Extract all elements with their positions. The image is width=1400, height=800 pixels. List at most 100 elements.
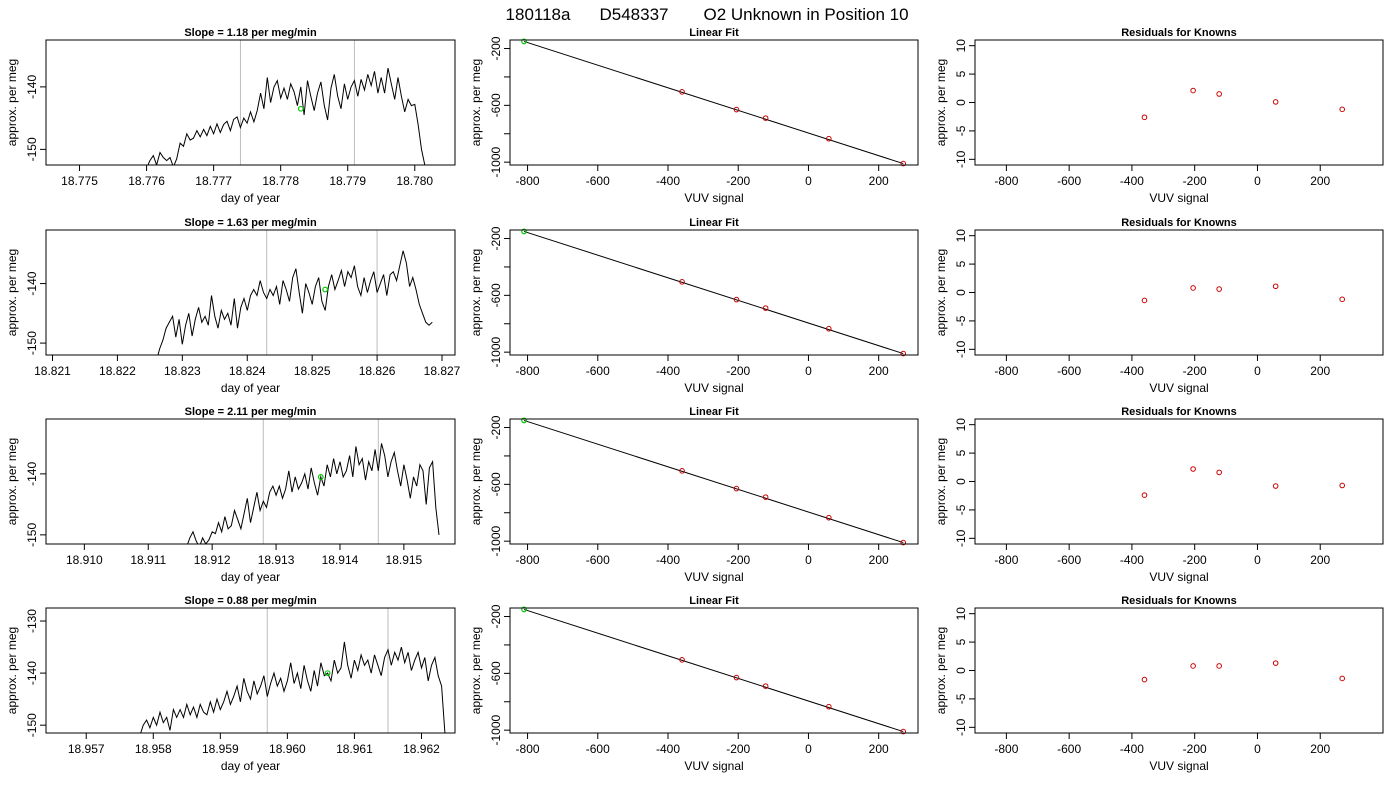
linear-fit-y-axis-label: approx. per meg <box>469 249 483 336</box>
residuals-y-tick-label: 0 <box>954 289 968 296</box>
residual-point <box>1339 106 1345 113</box>
residuals-x-tick-label: -600 <box>1057 742 1081 756</box>
known-point <box>762 683 769 689</box>
time-series-x-axis-label: day of year <box>221 191 280 205</box>
time-series-x-tick-label: 18.822 <box>99 364 136 378</box>
time-series-y-tick-label: -150 <box>25 523 39 547</box>
time-series-y-axis-label: approx. per meg <box>5 249 19 336</box>
residual-point <box>1272 660 1279 666</box>
residuals-x-axis-label: VUV signal <box>1149 570 1208 584</box>
time-series-y-tick-label: -150 <box>25 137 39 161</box>
residuals-y-axis-label: approx. per meg <box>934 438 948 525</box>
residuals-x-tick-label: -200 <box>1183 364 1207 378</box>
linear-fit-x-tick-label: -600 <box>586 174 610 188</box>
residuals-x-tick-label: -800 <box>994 553 1018 567</box>
known-point <box>900 160 907 167</box>
residuals-x-tick-label: -400 <box>1120 742 1144 756</box>
time-series-y-axis-label: approx. per meg <box>5 438 19 525</box>
unknown-point <box>521 38 527 45</box>
residuals-y-tick-label: -5 <box>954 125 968 136</box>
residuals-y-tick-label: 5 <box>954 70 968 77</box>
residuals-x-tick-label: 200 <box>1310 742 1330 756</box>
residuals-y-axis-label: approx. per meg <box>934 59 948 146</box>
linear-fit-y-tick-label: -200 <box>489 415 503 439</box>
residuals-x-tick-label: -800 <box>994 174 1018 188</box>
residuals-y-tick-label: 0 <box>954 478 968 485</box>
linear-fit-y-tick-label: -1000 <box>489 146 503 177</box>
time-series-chart: Slope = 0.88 per meg/min 18.957 18.958 18.9… <box>5 595 456 773</box>
time-series-x-tick-label: 18.961 <box>336 742 373 756</box>
time-series-plot-frame <box>45 39 456 166</box>
time-series-x-tick-label: 18.960 <box>269 742 306 756</box>
figure-title: 180118a D548337 O2 Unknown in Position 1… <box>506 5 909 24</box>
residuals-x-tick-label: 200 <box>1310 553 1330 567</box>
known-point <box>900 728 907 735</box>
residual-point <box>1272 99 1279 105</box>
known-point <box>762 115 769 121</box>
linear-fit-x-tick-label: -800 <box>516 553 540 567</box>
residuals-y-tick-label: -10 <box>954 340 968 358</box>
time-series-y-tick-label: -130 <box>25 609 39 633</box>
unknown-point <box>521 606 527 613</box>
linear-fit-x-axis-label: VUV signal <box>684 381 743 395</box>
time-series-y-axis-label: approx. per meg <box>5 59 19 146</box>
row-3: Slope = 2.11 per meg/min 18.910 18.911 18.9… <box>5 406 1384 584</box>
known-point <box>679 657 685 663</box>
linear-fit-x-tick-label: -400 <box>656 553 680 567</box>
residuals-x-tick-label: 200 <box>1310 174 1330 188</box>
fit-line <box>523 230 904 355</box>
residuals-title: Residuals for Knowns <box>1121 595 1237 607</box>
residuals-y-tick-label: -5 <box>954 315 968 326</box>
time-series-x-tick-label: 18.912 <box>194 553 231 567</box>
known-point <box>679 89 685 95</box>
residuals-y-tick-label: -10 <box>954 718 968 736</box>
residuals-x-tick-label: -200 <box>1183 553 1207 567</box>
time-series-y-axis-label: approx. per meg <box>5 627 19 714</box>
time-series-chart: Slope = 1.18 per meg/min 18.775 18.776 18.7… <box>5 27 456 205</box>
time-series-x-axis-label: day of year <box>221 381 280 395</box>
time-series-x-tick-label: 18.959 <box>202 742 239 756</box>
residuals-x-tick-label: 0 <box>1254 364 1261 378</box>
linear-fit-x-tick-label: -200 <box>726 742 750 756</box>
linear-fit-x-tick-label: 0 <box>805 742 812 756</box>
known-point <box>826 514 832 521</box>
linear-fit-plot-frame <box>509 418 919 545</box>
time-series-x-tick-label: 18.823 <box>164 364 201 378</box>
linear-fit-y-tick-label: -1000 <box>489 714 503 745</box>
time-series-x-tick-label: 18.962 <box>403 742 440 756</box>
residuals-x-tick-label: 0 <box>1254 553 1261 567</box>
time-series-title: Slope = 1.63 per meg/min <box>184 217 317 229</box>
time-series-x-tick-label: 18.821 <box>34 364 71 378</box>
linear-fit-chart: Linear Fit -800 -600 -400 -200 0 200 -200 -600 -1… <box>469 595 919 773</box>
residuals-x-tick-label: -800 <box>994 364 1018 378</box>
known-point <box>762 494 769 500</box>
time-series-y-tick-label: -140 <box>25 271 39 295</box>
residual-point <box>1272 283 1279 290</box>
time-series-x-tick-label: 18.776 <box>128 174 165 188</box>
residuals-x-tick-label: -200 <box>1183 174 1207 188</box>
linear-fit-x-tick-label: -400 <box>656 364 680 378</box>
linear-fit-x-tick-label: -200 <box>726 364 750 378</box>
residuals-chart: Residuals for Knowns -800 -600 -400 -200 0 200… <box>934 27 1384 205</box>
residual-point <box>1190 466 1196 472</box>
time-series-line <box>157 250 433 355</box>
linear-fit-title: Linear Fit <box>689 406 739 418</box>
linear-fit-x-tick-label: 200 <box>869 553 889 567</box>
midpoint-marker <box>297 105 304 112</box>
residual-point <box>1190 87 1196 94</box>
time-series-line <box>147 67 426 165</box>
unknown-point <box>521 417 527 424</box>
linear-fit-title: Linear Fit <box>689 595 739 607</box>
time-series-x-axis-label: day of year <box>221 570 280 584</box>
time-series-plot-frame <box>45 607 456 734</box>
known-point <box>826 135 832 142</box>
residuals-y-tick-label: 10 <box>954 607 968 621</box>
residual-point <box>1141 297 1148 304</box>
residuals-y-tick-label: 10 <box>954 39 968 53</box>
time-series-x-tick-label: 18.778 <box>262 174 299 188</box>
linear-fit-y-tick-label: -1000 <box>489 525 503 556</box>
time-series-title: Slope = 1.18 per meg/min <box>184 27 317 39</box>
residuals-x-tick-label: -600 <box>1057 364 1081 378</box>
linear-fit-x-tick-label: 200 <box>869 174 889 188</box>
time-series-x-tick-label: 18.779 <box>329 174 366 188</box>
